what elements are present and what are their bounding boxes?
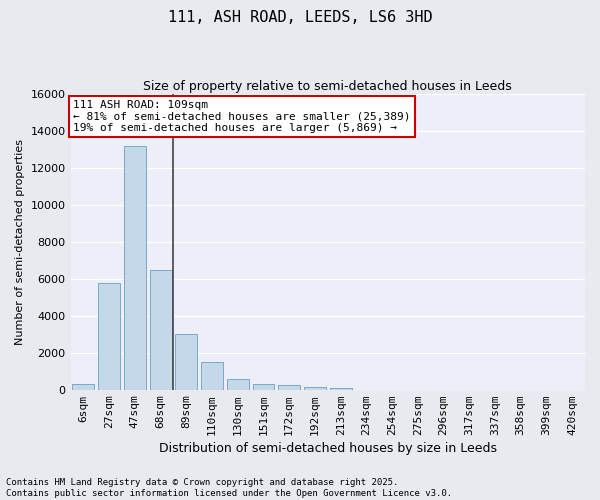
Bar [304, 388, 326, 390]
Bar [330, 388, 352, 390]
Text: 111 ASH ROAD: 109sqm
← 81% of semi-detached houses are smaller (25,389)
19% of s: 111 ASH ROAD: 109sqm ← 81% of semi-detac… [73, 100, 410, 134]
Bar [149, 270, 172, 390]
Text: 111, ASH ROAD, LEEDS, LS6 3HD: 111, ASH ROAD, LEEDS, LS6 3HD [167, 10, 433, 25]
Bar [73, 384, 94, 390]
Y-axis label: Number of semi-detached properties: Number of semi-detached properties [15, 139, 25, 345]
Bar [201, 362, 223, 390]
Bar [175, 334, 197, 390]
Bar [98, 282, 120, 390]
Bar [124, 146, 146, 390]
Bar [253, 384, 274, 390]
X-axis label: Distribution of semi-detached houses by size in Leeds: Distribution of semi-detached houses by … [159, 442, 497, 455]
Bar [227, 378, 248, 390]
Bar [278, 385, 300, 390]
Text: Contains HM Land Registry data © Crown copyright and database right 2025.
Contai: Contains HM Land Registry data © Crown c… [6, 478, 452, 498]
Title: Size of property relative to semi-detached houses in Leeds: Size of property relative to semi-detach… [143, 80, 512, 93]
